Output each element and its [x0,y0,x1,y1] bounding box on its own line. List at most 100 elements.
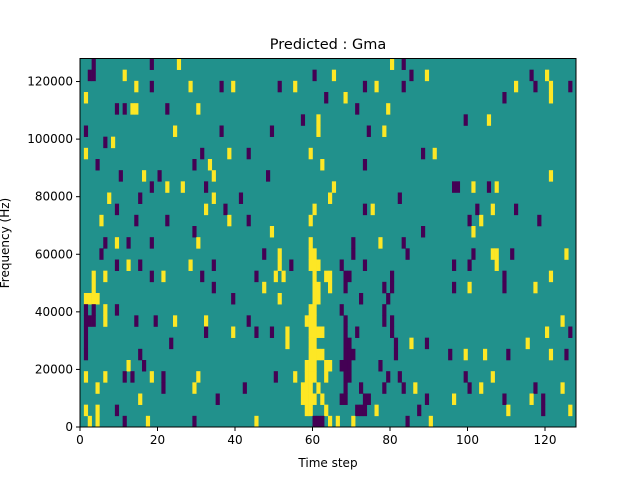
heatmap-cell-high [161,270,166,283]
heatmap-cell-low [343,337,348,350]
heatmap-cell-low [99,248,104,260]
heatmap-cell-high [126,360,131,372]
heatmap-cell-high [308,237,313,249]
heatmap-cell-high [308,304,313,316]
heatmap-cell-high [545,326,550,338]
heatmap-cell-high [300,393,306,405]
heatmap-cell-low [126,237,131,249]
heatmap-cell-low [351,237,356,249]
y-axis-label: Frequency (Hz) [0,198,12,289]
heatmap-cell-high [378,237,383,249]
heatmap-cell-low [149,181,154,193]
heatmap-cell-low [382,304,387,316]
heatmap-cell-low [424,337,430,350]
heatmap-cell-low [262,248,267,260]
heatmap-cell-high [312,293,317,305]
heatmap-cell-low [533,382,538,394]
heatmap-cell-high [273,270,278,283]
heatmap-cell-low [382,281,387,294]
heatmap-cell-low [541,393,546,405]
heatmap-cell-high [471,181,476,193]
heatmap-cell-low [359,382,364,394]
heatmap-cell-high [204,203,209,216]
heatmap-cell-low [343,371,348,383]
heatmap-cell-high [316,281,321,294]
x-tick-label: 40 [227,433,242,447]
heatmap-cell-high [560,315,565,327]
heatmap-cell-low [165,214,170,227]
heatmap-cell-high [308,315,313,327]
heatmap-cell-low [149,237,154,249]
heatmap-cell-high [192,382,197,394]
heatmap-cell-low [405,415,410,428]
heatmap-cell-low [211,281,216,294]
heatmap-cell-low [564,348,569,361]
heatmap-cell-high [122,69,127,82]
heatmap-cell-low [324,92,329,104]
heatmap-cell-low [211,259,216,271]
heatmap-cell-low [366,393,371,405]
heatmap-cell-high [308,371,313,383]
heatmap-cell-high [134,103,139,115]
heatmap-cell-low [192,226,197,238]
heatmap-cell-low [347,371,352,383]
chart-title: Predicted : Gma [270,37,386,53]
heatmap-cell-low [219,80,224,93]
heatmap-cell-high [173,315,178,327]
heatmap-cell-high [207,159,213,171]
heatmap-cell-low [362,259,368,271]
heatmap-cell-high [300,382,306,394]
heatmap-cell-high [312,393,317,405]
heatmap-cell-high [316,259,321,271]
heatmap-cell-low [401,382,406,394]
heatmap-cell-low [362,159,368,171]
heatmap-cell-low [347,348,352,361]
heatmap-cell-high [308,393,313,405]
heatmap-cell-low [471,248,476,260]
heatmap-cell-low [254,326,259,338]
heatmap-cell-low [343,348,348,361]
heatmap-cell-high [506,404,511,417]
heatmap-cell-high [490,248,495,260]
heatmap-cell-low [114,203,120,216]
heatmap-cell-high [324,360,329,372]
heatmap-cell-low [514,203,519,216]
x-axis: 0 20 40 60 80 100 120 [76,427,556,447]
heatmap-cell-low [343,360,348,372]
heatmap-cell-low [382,315,387,327]
heatmap-cell-low [339,304,344,316]
heatmap-cell-high [316,382,321,394]
heatmap-cell-high [304,404,309,417]
heatmap-cell-high [111,136,116,149]
heatmap-cell-high [134,80,139,93]
heatmap-cell-low [463,114,468,126]
heatmap-cell-high [95,293,100,305]
heatmap-cell-low [91,315,96,327]
heatmap-cell-high [312,259,317,271]
heatmap-cell-high [211,170,216,182]
heatmap-cell-high [494,259,499,271]
heatmap-cell-high [548,80,554,93]
heatmap-cell-low [351,248,356,260]
heatmap-cell-low [455,181,461,193]
heatmap-cell-high [386,103,391,115]
heatmap-cell-high [568,404,573,417]
heatmap-cell-high [328,415,333,428]
heatmap-cell-low [200,270,205,283]
heatmap-cell-high [196,237,201,249]
heatmap-cell-low [192,415,197,428]
heatmap-cell-low [83,337,89,350]
heatmap-cell-low [390,326,395,338]
heatmap-cell-low [114,304,120,316]
heatmap-cell-high [312,304,317,316]
heatmap-cell-low [269,125,275,137]
heatmap-cell-high [180,181,185,193]
heatmap-cell-high [320,326,325,338]
heatmap-cell-high [483,348,488,361]
heatmap-cell-high [107,192,112,204]
heatmap-cell-high [176,58,182,70]
heatmap-cell-high [304,371,309,383]
heatmap-cell-high [87,293,92,305]
heatmap-cell-high [87,415,92,428]
heatmap-cell-high [196,103,201,115]
